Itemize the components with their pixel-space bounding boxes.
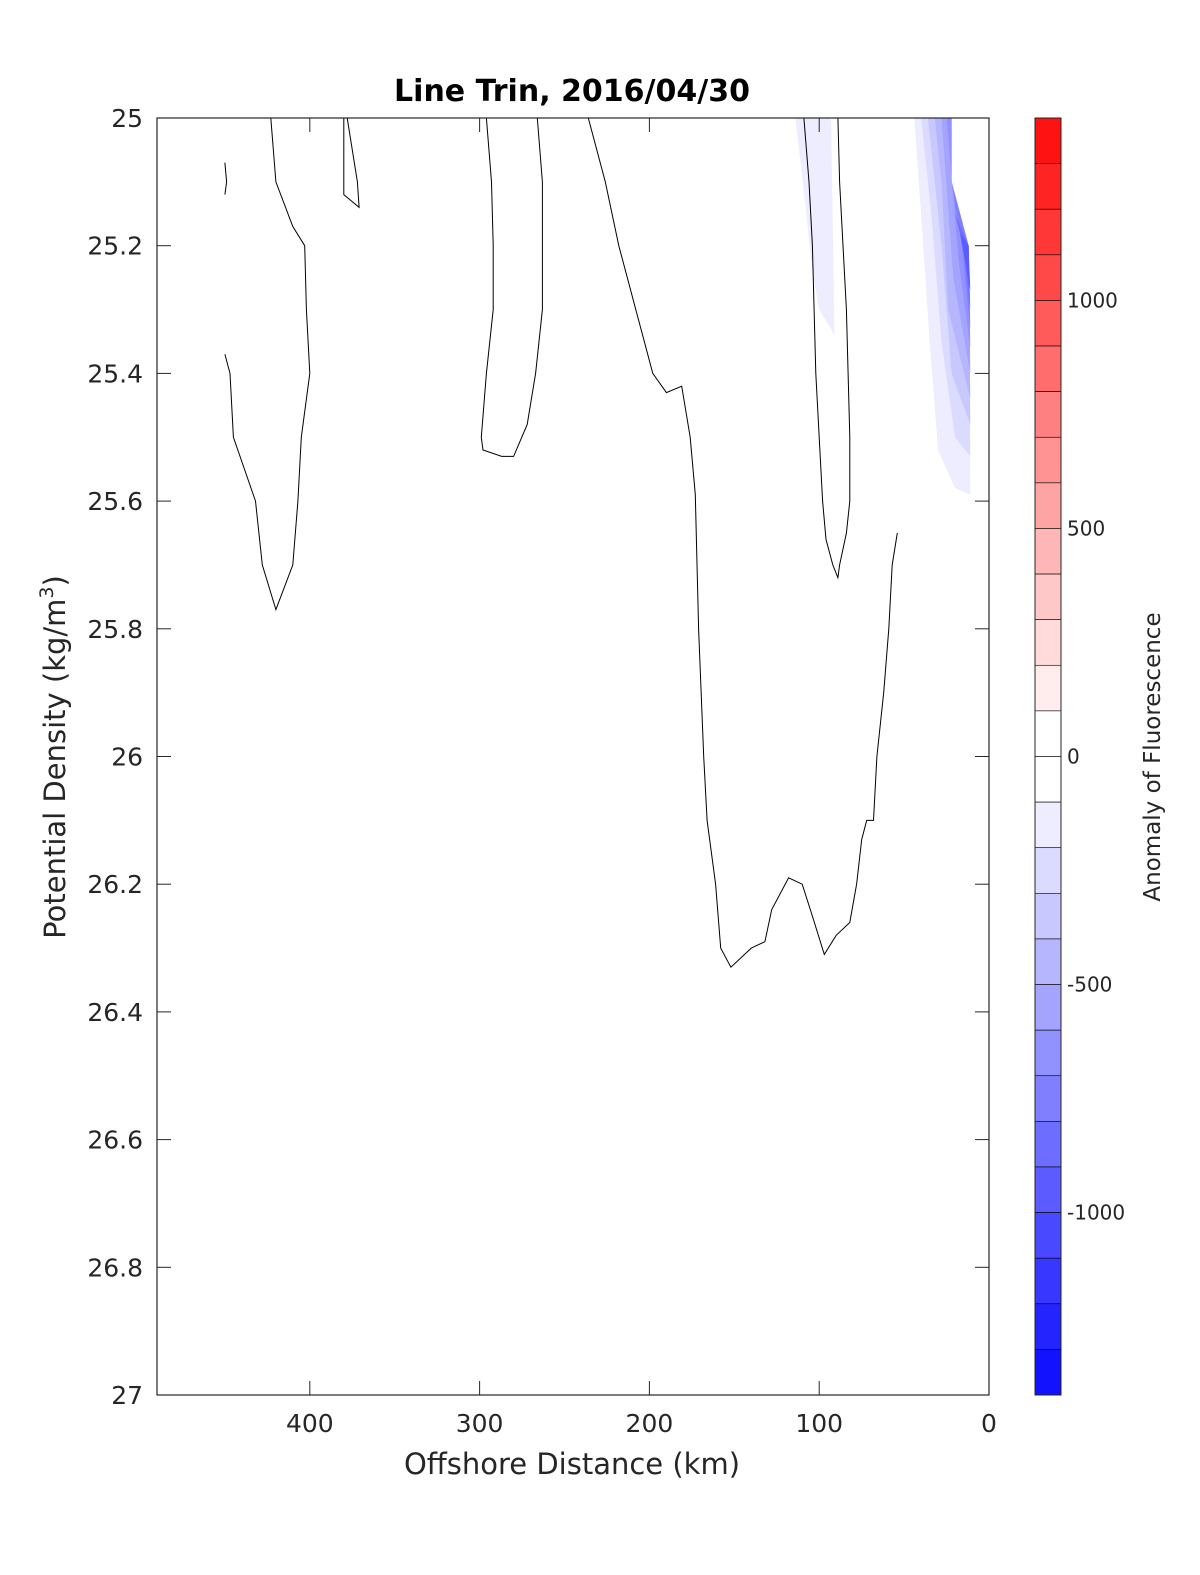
colorbar-step [1034, 208, 1062, 256]
y-tick-label: 26 [111, 743, 143, 772]
y-axis-label-superscript: 3 [36, 586, 58, 598]
y-axis-label-main: Potential Density (kg/m [38, 599, 72, 939]
x-tick-label: 100 [795, 1409, 843, 1438]
x-axis-label: Offshore Distance (km) [404, 1447, 740, 1481]
filled-region-0 [795, 118, 835, 336]
filled-region-6 [946, 118, 971, 348]
colorbar-label: Anomaly of Fluorescence [1140, 612, 1166, 901]
plot-area: 400 300 200 100 0 25 25.2 25.4 25.6 25.8 26 26.2 26… [87, 104, 997, 1438]
colorbar-tick-label: 0 [1067, 745, 1080, 769]
colorbar-step [1034, 482, 1062, 529]
contour-line-4 [587, 117, 898, 969]
y-axis-ticks: 25 25.2 25.4 25.6 25.8 26 26.2 26.4 26.6 26.8 27 [87, 104, 989, 1410]
y-tick-label: 25.2 [87, 232, 143, 261]
colorbar-tick-label: 1000 [1067, 288, 1118, 312]
colorbar: 1000 500 0 -500 -1000 [1034, 117, 1125, 1396]
filled-contours [795, 118, 971, 495]
colorbar-step [1034, 710, 1062, 757]
y-tick-label: 26.2 [87, 870, 143, 899]
colorbar-step [1034, 345, 1062, 392]
colorbar-step [1034, 528, 1062, 575]
colorbar-step [1034, 893, 1062, 940]
x-tick-label: 300 [456, 1409, 504, 1438]
filled-region-9 [960, 232, 971, 291]
contour-line-3 [480, 117, 543, 457]
chart-title: Line Trin, 2016/04/30 [394, 74, 750, 109]
colorbar-step [1034, 1212, 1062, 1259]
contour-lines [224, 117, 898, 969]
colorbar-step [1034, 756, 1062, 803]
colorbar-step [1034, 801, 1062, 849]
y-tick-label: 25 [111, 104, 143, 133]
colorbar-tick-label: 500 [1067, 516, 1105, 540]
contour-line-5 [803, 117, 851, 580]
colorbar-step [1034, 847, 1062, 894]
colorbar-step [1034, 573, 1062, 620]
colorbar-tick-label: -500 [1067, 973, 1112, 997]
y-tick-label: 27 [111, 1381, 143, 1410]
colorbar-tick-label: -1000 [1067, 1201, 1125, 1225]
x-axis-ticks: 400 300 200 100 0 [286, 118, 997, 1438]
colorbar-step [1034, 664, 1062, 712]
plot-background [157, 118, 989, 1395]
contour-line-2 [343, 117, 360, 209]
x-tick-label: 0 [981, 1409, 997, 1438]
colorbar-step [1034, 254, 1062, 301]
colorbar-step [1034, 163, 1062, 210]
colorbar-step [1034, 1029, 1062, 1077]
y-axis-label: Potential Density (kg/m3) [36, 575, 72, 939]
y-tick-label: 25.8 [87, 615, 143, 644]
colorbar-step [1034, 938, 1062, 985]
y-tick-label: 26.8 [87, 1253, 143, 1282]
colorbar-step [1034, 1257, 1062, 1305]
y-tick-label: 25.6 [87, 487, 143, 516]
colorbar-step [1034, 436, 1062, 484]
y-tick-label: 25.4 [87, 359, 143, 388]
colorbar-step [1034, 984, 1062, 1031]
colorbar-step [1034, 1349, 1062, 1396]
colorbar-step [1034, 117, 1062, 164]
colorbar-step [1034, 1166, 1062, 1213]
x-tick-label: 400 [286, 1409, 334, 1438]
colorbar-step [1034, 619, 1062, 666]
y-tick-label: 26.4 [87, 998, 143, 1027]
contour-line-0 [224, 162, 228, 195]
colorbar-step [1034, 1075, 1062, 1122]
colorbar-frame [1034, 117, 1062, 1396]
filled-region-5 [941, 118, 971, 374]
colorbar-step [1034, 391, 1062, 438]
colorbar-step [1034, 1303, 1062, 1350]
y-axis-label-close: ) [38, 575, 72, 586]
contour-line-1 [224, 117, 311, 612]
x-tick-label: 200 [626, 1409, 674, 1438]
colorbar-step [1034, 300, 1062, 347]
y-tick-label: 26.6 [87, 1126, 143, 1155]
colorbar-step [1034, 1121, 1062, 1168]
